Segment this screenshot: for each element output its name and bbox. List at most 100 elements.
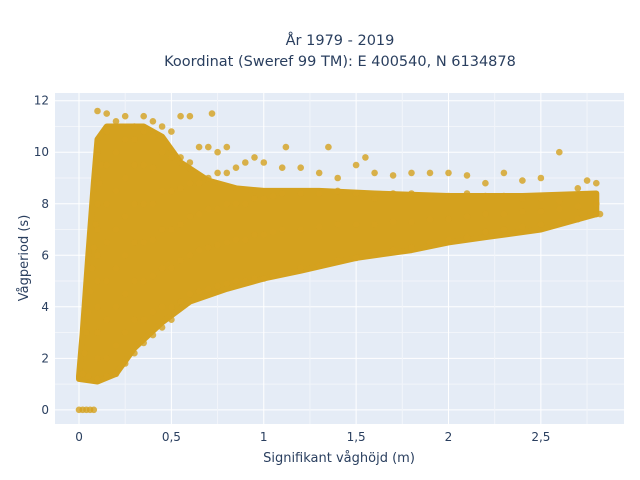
data-point [112,118,120,125]
data-point [426,239,434,246]
data-point [131,200,138,208]
data-point [140,239,147,246]
data-point [214,148,221,156]
data-point [242,159,249,166]
data-point [158,226,166,233]
x-tick-label: 0,5 [162,430,181,444]
data-point [500,169,508,177]
data-point [389,190,397,197]
data-point [90,244,98,251]
data-point [537,208,545,215]
data-point [112,187,120,195]
data-point [186,112,194,120]
point-cloud-density [76,123,600,385]
data-point [140,128,147,135]
data-point [149,272,157,280]
data-point [352,161,360,169]
data-point [195,143,203,151]
data-point [371,169,378,177]
data-point [94,277,101,285]
data-point [112,370,120,378]
data-point [334,221,342,228]
data-point [223,169,231,177]
data-point [519,208,526,215]
data-point [140,339,147,347]
data-point [121,329,129,336]
x-tick-label: 2 [445,430,453,444]
tick-labels: 0 2 4 6 8 10 12 0 0,5 1 1,5 2 2,5 [34,94,551,444]
data-point [593,179,600,187]
x-tick-label: 1 [260,430,268,444]
data-point [94,148,101,156]
data-point [131,123,138,130]
data-point [205,174,212,182]
data-point [352,190,360,197]
chart-title-line-2: Koordinat (Sweref 99 TM): E 400540, N 61… [164,54,516,70]
data-point [556,148,563,156]
data-point [208,110,216,117]
data-point [177,112,184,120]
data-point [92,221,99,228]
y-tick-label: 4 [41,300,49,314]
data-point [251,275,258,282]
data-point [177,221,184,228]
data-point [195,210,203,218]
data-point [186,290,194,298]
data-point [149,200,157,208]
data-point [94,200,101,208]
data-point [158,123,166,130]
data-point [445,236,452,244]
x-axis-title: Signifikant våghöjd (m) [263,451,415,466]
data-point [315,262,323,269]
y-tick-label: 2 [41,351,49,365]
data-point [121,174,129,182]
data-point [223,143,231,151]
data-point [96,179,103,187]
data-point [463,213,471,220]
data-point [149,331,157,339]
data-point [278,226,286,233]
data-point [482,210,489,218]
data-point [205,205,212,213]
data-point [251,195,258,202]
data-point [556,197,563,205]
x-tick-label: 1,5 [347,430,366,444]
data-point [352,254,360,262]
data-point [445,169,452,177]
data-point [269,192,277,200]
data-point [334,187,342,195]
data-point [168,226,175,233]
data-point [223,239,231,246]
data-point [121,290,129,298]
data-point [205,143,212,151]
data-point [149,164,157,171]
data-point [177,257,184,264]
data-point [121,112,129,120]
data-point [482,228,489,236]
data-point [223,200,231,208]
data-point [121,213,129,220]
data-point [140,316,147,324]
data-point [103,355,110,362]
data-point [103,110,110,117]
data-point [214,205,221,213]
data-point [85,373,92,380]
chart-title-line-1: År 1979 - 2019 [286,32,395,49]
data-point [574,215,582,223]
data-point [269,272,277,280]
data-point [537,174,545,182]
data-point [112,264,120,272]
y-tick-label: 0 [41,403,49,417]
data-point [177,185,184,192]
data-point [121,360,129,367]
data-point [463,172,471,179]
data-point [426,215,434,223]
data-point [121,252,129,259]
data-point [408,244,415,251]
data-point [389,218,397,226]
data-point [445,215,452,223]
data-point [158,148,166,156]
y-tick-label: 10 [34,145,49,159]
data-point [315,190,323,197]
data-point [500,192,508,200]
